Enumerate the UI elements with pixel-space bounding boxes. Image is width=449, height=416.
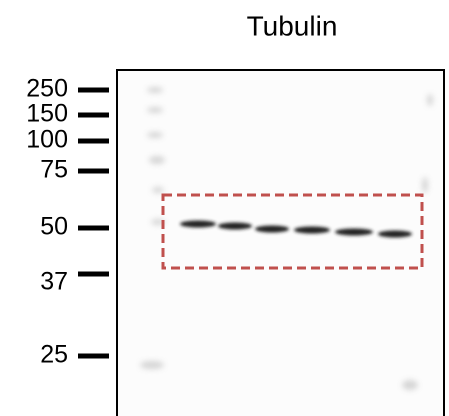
marker-label: 75 bbox=[40, 156, 68, 184]
marker-label: 250 bbox=[26, 75, 68, 103]
markers: 250 150 100 75 50 37 25 bbox=[26, 75, 109, 369]
blot-figure: Tubulin 250 150 100 75 50 37 25 bbox=[0, 0, 449, 416]
page: {"header": {"title": "Tubulin"}, "marker… bbox=[0, 0, 449, 416]
blot-membrane bbox=[117, 70, 444, 416]
marker-label: 37 bbox=[40, 268, 68, 296]
marker-label: 25 bbox=[40, 341, 68, 369]
marker-label: 100 bbox=[26, 126, 68, 154]
marker-label: 50 bbox=[40, 213, 68, 241]
title: Tubulin bbox=[247, 10, 338, 41]
marker-label: 150 bbox=[26, 100, 68, 128]
